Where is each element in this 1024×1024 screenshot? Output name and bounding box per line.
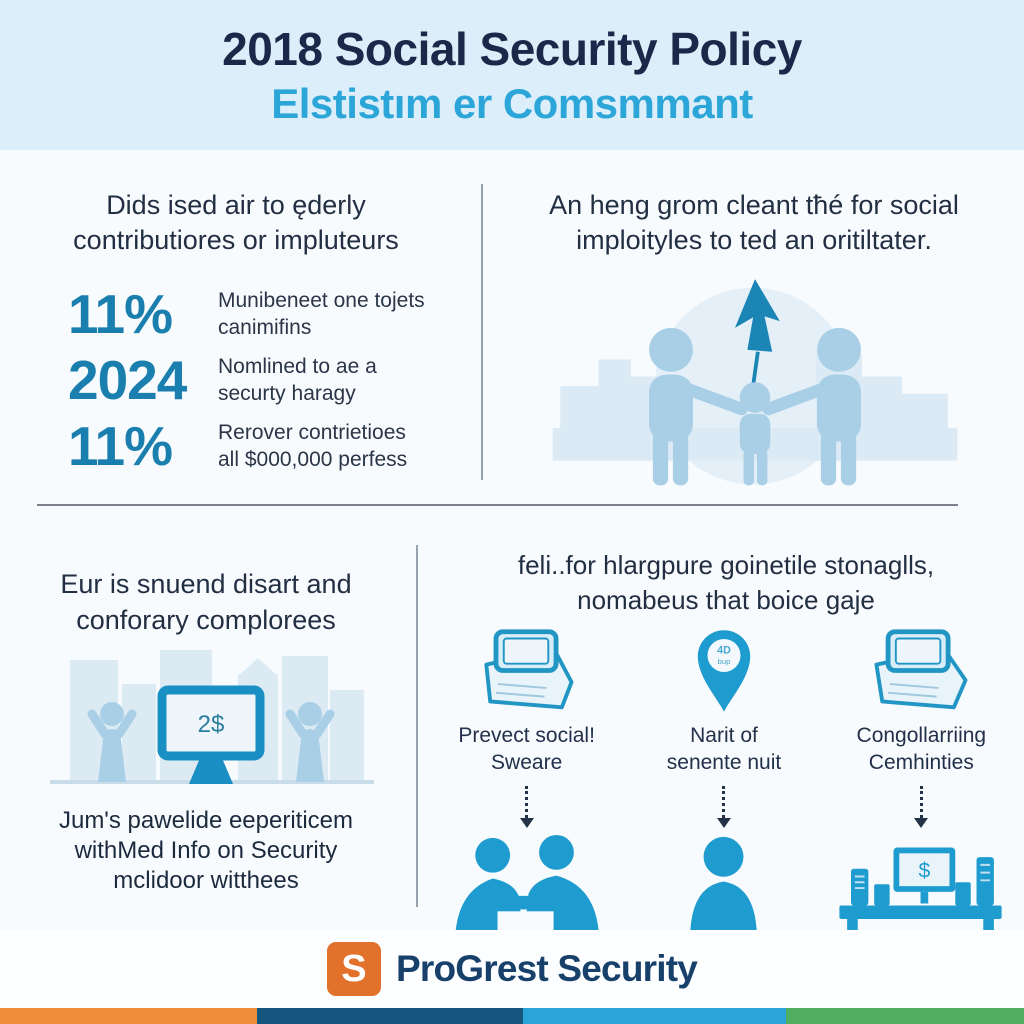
document-tablet-icon bbox=[484, 629, 574, 710]
bottomright-heading-line1: feli..for hlargpure goinetile stonaglls, bbox=[517, 550, 935, 580]
topright-heading-line1: An heng grom cleant tħé for social bbox=[549, 190, 959, 220]
topright-heading-line2: imploityles to ted an oritiltater. bbox=[576, 225, 932, 255]
stat-description: Rerover contrietioes all $000,000 perfes… bbox=[218, 420, 408, 471]
stat-row: 11% Rerover contrietioes all $000,000 pe… bbox=[68, 414, 468, 477]
process-column-1: Prevect social! Sweare bbox=[428, 620, 625, 954]
subtitle: Elstistım er Comsmmant bbox=[271, 80, 753, 127]
stats-list: 11% Munibeneet one tojets canimifins 202… bbox=[68, 282, 468, 480]
bottomright-heading-line2: nomabeus that boice gaje bbox=[577, 585, 875, 615]
stat-value: 11% bbox=[68, 414, 173, 477]
dotted-arrow-icon bbox=[716, 786, 731, 828]
vertical-divider-bottom bbox=[416, 545, 418, 907]
column-label: Prevect social! Sweare bbox=[458, 724, 595, 774]
brand-logo-icon: S bbox=[326, 942, 381, 996]
bottomleft-heading-line1: Eur is snuend disart and bbox=[60, 569, 352, 599]
stat-description: Nomlined to ae a securty haragy bbox=[218, 354, 377, 405]
brand-name: ProGrest Security bbox=[395, 948, 698, 989]
topleft-heading-line1: Dids ised air to ęderly bbox=[106, 190, 366, 220]
bar-segment-green bbox=[786, 1008, 1024, 1024]
dotted-arrow-icon bbox=[519, 786, 534, 828]
column-label: Narit of senente nuit bbox=[666, 724, 782, 774]
desk-monitor-glyph: $ bbox=[919, 858, 931, 882]
topright-heading: An heng grom cleant tħé for social implo… bbox=[492, 188, 1016, 258]
vertical-divider-top bbox=[481, 184, 483, 480]
bottomleft-heading-line2: conforary complorees bbox=[76, 605, 336, 635]
stat-value: 2024 bbox=[68, 348, 187, 411]
stat-row: 2024 Nomlined to ae a securty haragy bbox=[68, 348, 468, 411]
bottomleft-caption: Jum's pawelide eeperiticem withMed Info … bbox=[58, 807, 354, 894]
bottom-color-bar bbox=[0, 1008, 1024, 1024]
family-figures bbox=[649, 327, 861, 486]
bottomleft-heading: Eur is snuend disart and conforary compl… bbox=[10, 566, 402, 638]
process-column-2: 4D bup Narit of senente nuit bbox=[625, 620, 822, 954]
document-tablet-icon bbox=[874, 629, 968, 710]
pin-text-2: bup bbox=[718, 657, 731, 666]
bottomright-heading: feli..for hlargpure goinetile stonaglls,… bbox=[436, 548, 1016, 618]
stat-row: 11% Munibeneet one tojets canimifins bbox=[68, 282, 468, 345]
footer: S ProGrest Security bbox=[0, 930, 1024, 1008]
pin-text-1: 4D bbox=[717, 645, 731, 657]
header: 2018 Social Security Policy Elstistım er… bbox=[0, 0, 1024, 150]
map-pin-icon: 4D bup bbox=[697, 630, 751, 712]
community-growth-illustration bbox=[552, 279, 958, 486]
main-title: 2018 Social Security Policy bbox=[222, 23, 802, 75]
monitor-city-illustration: 2$ bbox=[50, 650, 374, 784]
topleft-heading-line2: contributiores or impluteurs bbox=[73, 225, 399, 255]
topleft-heading: Dids ised air to ęderly contributiores o… bbox=[10, 188, 462, 258]
column-label: Congollarriing Cemhinties bbox=[856, 724, 987, 774]
cheering-figures bbox=[87, 702, 335, 782]
process-columns: Prevect social! Sweare bbox=[428, 620, 1020, 970]
stat-description: Munibeneet one tojets canimifins bbox=[218, 288, 425, 339]
horizontal-divider bbox=[37, 504, 958, 506]
bar-segment-orange bbox=[0, 1008, 258, 1024]
stat-value: 11% bbox=[68, 282, 173, 345]
bar-segment-navy bbox=[257, 1008, 524, 1024]
monitor-glyph: 2$ bbox=[198, 711, 225, 738]
bar-segment-lightblue bbox=[523, 1008, 787, 1024]
dollar-monitor-icon: 2$ bbox=[157, 685, 265, 784]
dotted-arrow-icon bbox=[914, 786, 929, 828]
process-column-3: Congollarriing Cemhinties bbox=[823, 620, 1020, 970]
